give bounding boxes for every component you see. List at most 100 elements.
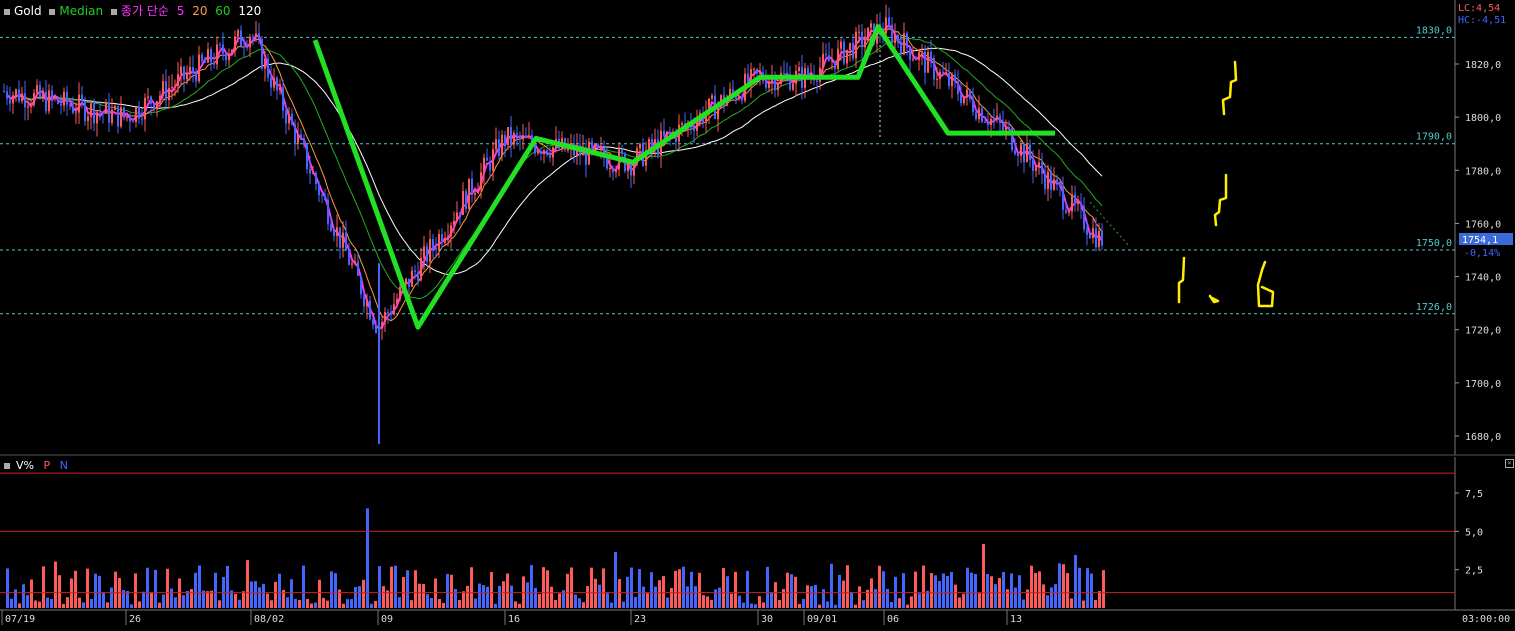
volume-bar (350, 599, 353, 608)
candle-body (924, 51, 926, 73)
volume-bar (742, 602, 745, 608)
volume-bar (354, 587, 357, 608)
volume-bar (1034, 572, 1037, 608)
ma5-line (6, 23, 1103, 330)
candle-body (954, 74, 956, 82)
candle-body (717, 104, 719, 119)
volume-bar (78, 597, 81, 608)
candle-body (303, 138, 305, 145)
candle-body (768, 81, 770, 88)
volume-bar (526, 582, 529, 608)
candle-body (594, 144, 596, 148)
candle-body (654, 139, 656, 148)
candle-body (492, 149, 494, 171)
candle-body (348, 250, 350, 265)
candle-body (915, 58, 917, 60)
candle-body (1056, 179, 1058, 183)
ma60-line (6, 37, 1103, 300)
volume-bar (566, 573, 569, 608)
candle-body (366, 300, 368, 307)
candle-body (135, 107, 137, 123)
candle-body (783, 73, 785, 75)
candle-body (78, 94, 80, 113)
volume-bar (990, 576, 993, 608)
volume-bar (882, 571, 885, 608)
candle-body (1053, 179, 1055, 190)
volume-bar (810, 586, 813, 608)
volume-bar (34, 600, 37, 608)
candle-body (651, 139, 653, 148)
annotations (1177, 60, 1275, 308)
candle-body (222, 44, 224, 54)
volume-bar (1086, 568, 1089, 608)
close-panel-icon[interactable]: × (1505, 459, 1514, 468)
volume-bar (486, 586, 489, 608)
candle-body (423, 246, 425, 258)
volume-bar (246, 560, 249, 608)
candle-body (606, 157, 608, 169)
candle-body (333, 231, 335, 236)
candle-body (432, 239, 434, 248)
candle-body (903, 33, 905, 55)
volume-bar (854, 604, 857, 608)
volume-bar (414, 570, 417, 608)
volume-bar (198, 565, 201, 608)
candle-body (1101, 230, 1103, 246)
volume-bar (550, 586, 553, 608)
candle-body (318, 184, 320, 196)
volume-legend: V% P N (4, 459, 74, 472)
volume-bar (590, 567, 593, 608)
candle-body (396, 298, 398, 305)
candle-body (666, 131, 668, 136)
candle-body (972, 98, 974, 113)
candle-body (1074, 194, 1076, 205)
candle-body (729, 88, 731, 99)
candle-body (975, 112, 977, 120)
candle-body (270, 77, 272, 88)
candle-body (168, 87, 170, 101)
volume-bar (746, 570, 749, 608)
volume-bar (286, 597, 289, 608)
candle-body (96, 112, 98, 124)
x-tick-label: 26 (129, 614, 141, 625)
volume-bar (938, 580, 941, 608)
volume-bar (614, 552, 617, 608)
candle-body (81, 94, 83, 102)
candle-body (426, 246, 428, 262)
candle-body (981, 108, 983, 122)
volume-bar (858, 586, 861, 608)
volume-bar (282, 589, 285, 608)
volume-bar (694, 586, 697, 608)
volume-bar (750, 603, 753, 608)
candle-body (906, 33, 908, 48)
candle-body (381, 322, 383, 328)
candle-body (1083, 205, 1085, 230)
volume-bar (574, 594, 577, 608)
candle-body (516, 133, 518, 136)
volume-y-tick-label: 7,5 (1465, 489, 1483, 500)
candle-body (993, 118, 995, 120)
volume-bar (242, 591, 245, 608)
volume-bar (654, 586, 657, 608)
volume-bar (594, 578, 597, 608)
annotation-stroke (1213, 173, 1228, 227)
candle-body (984, 121, 986, 123)
candle-body (450, 225, 452, 237)
candle-body (324, 195, 326, 200)
volume-bar (362, 579, 365, 608)
candle-body (921, 51, 923, 53)
candle-body (1008, 126, 1010, 129)
candle-body (663, 130, 665, 136)
candle-body (327, 199, 329, 225)
candle-body (399, 286, 401, 299)
volume-bar (646, 593, 649, 608)
volume-bar (1054, 584, 1057, 608)
horizontal-levels: 1830,0 1790,0 1750,0 1726,0 (0, 25, 1455, 315)
volume-bar (782, 589, 785, 608)
candle-body (405, 278, 407, 284)
volume-bar (606, 593, 609, 608)
volume-bar (494, 603, 497, 608)
candle-body (87, 116, 89, 122)
